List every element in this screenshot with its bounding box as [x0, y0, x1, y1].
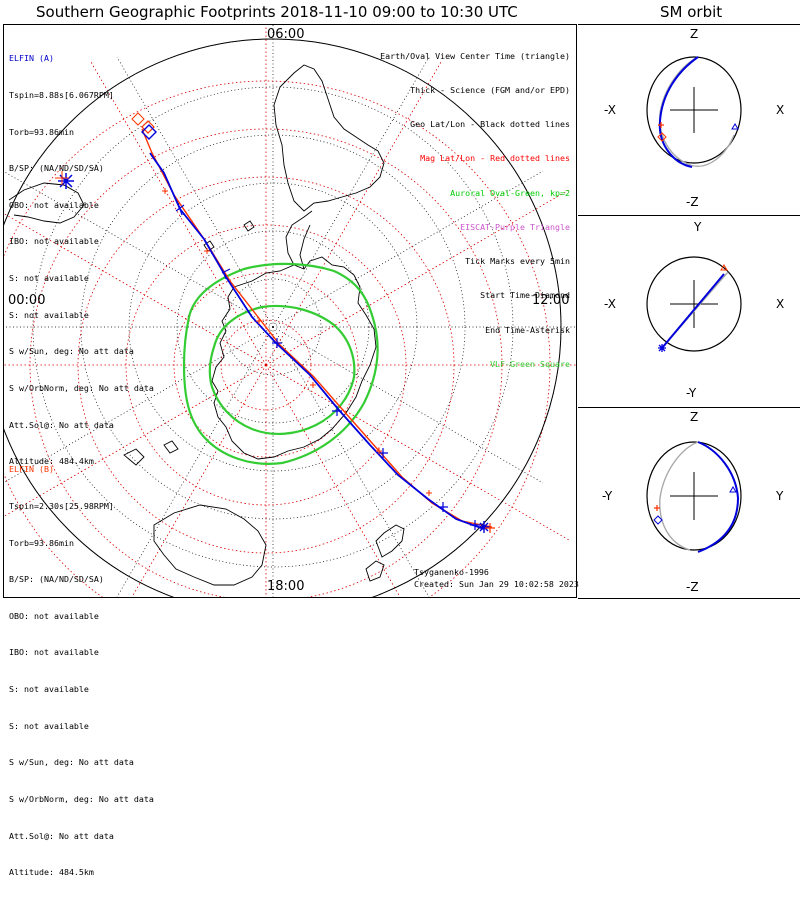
elfin-b-line: Att.Sol@: No att data [9, 830, 114, 841]
coastlines [8, 64, 405, 586]
elfin-b-line: IBO: not available [9, 647, 99, 658]
map-horizon [4, 38, 562, 597]
orbit-xz-right: X [776, 103, 785, 117]
elfin-a-end-asterisk [478, 521, 490, 533]
orbit-plot-yz [646, 441, 742, 553]
orbit-yz-left: -Y [602, 489, 613, 503]
legend-entry: Earth/Oval View Center Time (triangle) [380, 50, 570, 61]
legend-entry: EISCAT-Purple Triangle [460, 221, 570, 232]
elfin-a-line: Att.Sol@: No att data [9, 419, 114, 430]
view-center-asterisk-b [55, 171, 69, 185]
elfin-a-ticks [175, 202, 480, 530]
elfin-a-line: S w/OrbNorm, deg: No att data [9, 382, 154, 393]
elfin-a-line: Altitude: 484.4km [9, 456, 94, 467]
map-legend: Earth/Oval View Center Time (triangle) T… [380, 28, 570, 393]
elfin-a-line: S: not available [9, 273, 89, 284]
elfin-a-line: S: not available [9, 309, 89, 320]
orbit-yz-right: Y [776, 489, 784, 503]
elfin-b-line: S: not available [9, 684, 89, 695]
elfin-b-start-diamond [141, 120, 155, 134]
elfin-a-line: S w/Sun, deg: No att data [9, 346, 134, 357]
elfin-b-line: B/SP: (NA/ND/SD/SA) [9, 574, 104, 585]
elfin-b-line: Altitude: 484.5km [9, 867, 94, 878]
created-timestamp: Created: Sun Jan 29 10:02:58 2023 [414, 579, 579, 589]
orbit-panel-yz: Z -Z -Y Y [578, 407, 800, 599]
elfin-b-line: Tspin=2.30s[25.98RPM] [9, 501, 114, 512]
orbit-panel-xz: Z -Z -X X [578, 24, 800, 216]
elfin-b-info: ELFIN (B) Tspin=2.30s[25.98RPM] Torb=93.… [9, 439, 154, 903]
orbit-yz-top: Z [690, 410, 699, 424]
elfin-b-line: S: not available [9, 720, 89, 731]
legend-entry: Thick - Science (FGM and/or EPD) [410, 85, 570, 96]
main-title: Southern Geographic Footprints 2018-11-1… [36, 3, 518, 21]
orbit-xz-top: Z [690, 27, 699, 41]
orbit-plot-xz [646, 56, 742, 168]
orbit-xy-left: -X [604, 297, 616, 311]
elfin-b-line: S w/OrbNorm, deg: No att data [9, 793, 154, 804]
elfin-a-line: IBO: not available [9, 236, 99, 247]
elfin-a-track [149, 152, 485, 530]
orbit-panel-xy: Y -Y -X X [578, 215, 800, 408]
legend-entry: Start Time-Diamond [480, 290, 570, 301]
orbit-xy-right: X [776, 297, 785, 311]
legend-entry: VLF-Green Square [490, 358, 570, 369]
elfin-b-end-asterisk [485, 523, 495, 533]
time-label-left: 00:00 [8, 293, 46, 308]
elfin-b-line: Torb=93.86min [9, 537, 74, 548]
elfin-a-line: B/SP: (NA/ND/SD/SA) [9, 163, 104, 174]
legend-entry: End Time-Asterisk [485, 324, 570, 335]
time-label-top: 06:00 [267, 27, 305, 42]
elfin-a-line: Tspin=8.88s[6.067RPM] [9, 90, 114, 101]
elfin-b-line: OBO: not available [9, 610, 99, 621]
orbit-xy-bottom: -Y [686, 386, 697, 400]
eiscat-marker [131, 112, 145, 126]
orbit-xz-left: -X [604, 103, 616, 117]
orbit-xz-bottom: -Z [686, 195, 699, 209]
footprint-map [4, 25, 576, 597]
elfin-a-header: ELFIN (A) [9, 53, 54, 64]
elfin-a-line: OBO: not available [9, 199, 99, 210]
auroral-oval [182, 262, 379, 465]
time-label-bottom: 18:00 [267, 579, 305, 594]
orbit-xy-top: Y [694, 220, 702, 234]
legend-entry: Auroral Oval-Green, kp=2 [450, 187, 570, 198]
model-name: Tsyganenko-1996 [414, 567, 489, 577]
legend-entry: Tick Marks every 5min [465, 256, 570, 267]
elfin-b-header: ELFIN (B) [9, 464, 54, 475]
elfin-a-info: ELFIN (A) Tspin=8.88s[6.067RPM] Torb=93.… [9, 28, 154, 492]
footprint-tracks [55, 112, 495, 533]
elfin-a-start-diamond [141, 124, 157, 140]
orbit-yz-bottom: -Z [686, 580, 699, 594]
view-center-asterisk [58, 173, 74, 189]
footprint-map-panel: 06:00 00:00 12:00 18:00 ELFIN (A) Tspin=… [3, 24, 579, 877]
time-label-right: 12:00 [532, 293, 570, 308]
elfin-b-ticks [162, 188, 432, 496]
elfin-b-line: S w/Sun, deg: No att data [9, 757, 134, 768]
orbit-plot-xy [646, 256, 742, 352]
legend-entry: Geo Lat/Lon - Black dotted lines [410, 119, 570, 130]
elfin-a-line: Torb=93.86min [9, 126, 74, 137]
legend-entry: Mag Lat/Lon - Red dotted lines [420, 153, 570, 164]
orbit-title: SM orbit [660, 3, 723, 21]
